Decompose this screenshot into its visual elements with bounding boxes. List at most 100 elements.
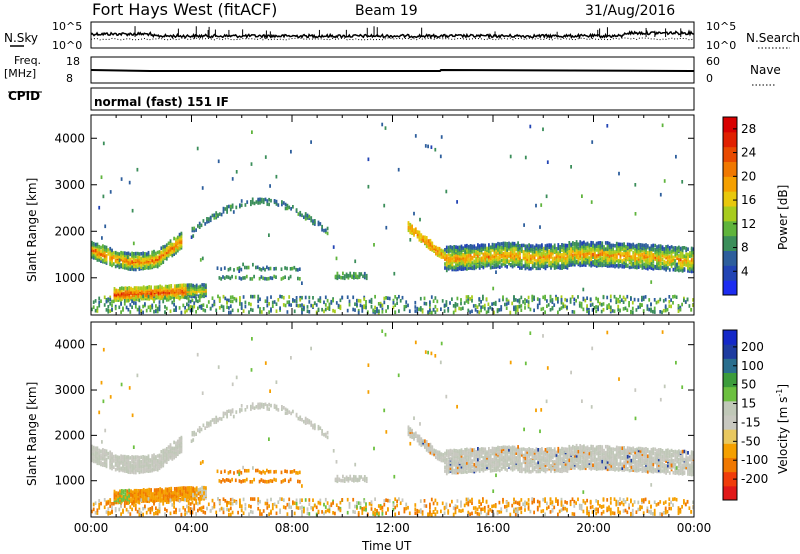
velocity-cell <box>176 451 179 456</box>
velocity-cell <box>120 498 123 503</box>
power-cell <box>513 259 516 263</box>
power-cell <box>158 300 161 304</box>
velocity-cell <box>190 490 193 494</box>
velocity-cell <box>449 448 452 453</box>
velocity-cell <box>111 455 113 460</box>
power-cell <box>491 245 494 249</box>
power-cell <box>250 202 252 207</box>
power-cell <box>160 246 163 250</box>
velocity-cell <box>216 469 219 474</box>
velocity-cell <box>519 465 521 470</box>
power-cell <box>189 308 192 313</box>
power-cell <box>480 256 483 261</box>
power-cell <box>519 251 521 255</box>
velocity-cell <box>445 449 448 453</box>
velocity-cell <box>500 462 503 466</box>
power-cell <box>511 241 514 246</box>
power-cell <box>304 295 307 300</box>
power-cell <box>112 251 115 255</box>
velocity-cell <box>264 402 267 407</box>
power-cell <box>581 263 583 267</box>
power-cell <box>381 307 384 312</box>
power-cell <box>597 307 599 312</box>
power-cell <box>652 253 655 257</box>
velocity-cell <box>229 409 232 413</box>
power-cell <box>268 302 270 306</box>
power-cell <box>491 256 494 260</box>
power-cell <box>456 265 459 270</box>
power-cell <box>260 310 263 314</box>
power-cell <box>628 245 631 249</box>
power-cell <box>528 256 530 261</box>
power-cell <box>153 285 156 290</box>
velocity-cell <box>528 450 530 454</box>
power-cell <box>231 299 234 304</box>
power-cell <box>226 301 228 305</box>
power-cell <box>178 243 181 247</box>
power-cell <box>183 290 185 294</box>
power-cell <box>464 244 466 248</box>
power-cell <box>228 204 230 209</box>
power-cell <box>211 296 214 300</box>
power-cell <box>353 276 355 280</box>
power-cell <box>231 177 234 181</box>
power-cell <box>420 237 423 241</box>
velocity-cell <box>451 449 454 453</box>
power-cell <box>352 295 355 300</box>
velocity-cell <box>284 407 287 412</box>
power-cell <box>664 308 667 313</box>
velocity-cell <box>148 489 151 494</box>
power-cell <box>347 273 350 278</box>
velocity-cell <box>477 454 479 459</box>
velocity-cell <box>456 468 459 473</box>
power-cell <box>603 263 605 267</box>
velocity-cell <box>155 458 157 463</box>
power-cell <box>511 253 514 257</box>
velocity-cell <box>175 444 177 449</box>
power-cell <box>586 260 589 264</box>
velocity-cell <box>177 493 180 498</box>
power-cell <box>363 275 366 280</box>
power-cell <box>112 254 115 259</box>
power-cell <box>646 252 649 257</box>
velocity-cell <box>228 409 230 413</box>
power-cell <box>475 246 477 250</box>
power-cell <box>569 300 572 304</box>
velocity-cell <box>229 470 232 474</box>
velocity-cell <box>506 461 508 466</box>
power-cell <box>295 296 298 300</box>
power-cell <box>175 284 178 288</box>
power-cell <box>610 253 613 257</box>
power-cell <box>575 259 578 264</box>
power-cell <box>94 299 97 303</box>
power-cell <box>427 239 430 243</box>
velocity-cell <box>268 402 270 407</box>
power-cell <box>612 250 614 255</box>
power-cell <box>657 259 660 264</box>
velocity-cell <box>102 456 104 461</box>
power-cell <box>589 297 592 301</box>
power-cell <box>667 262 669 266</box>
power-cell <box>646 244 649 248</box>
power-cell <box>480 305 482 310</box>
power-cell <box>114 304 117 309</box>
power-cell <box>103 257 106 261</box>
power-cell <box>275 302 278 306</box>
power-cell <box>207 300 210 304</box>
velocity-cell <box>511 464 514 468</box>
velocity-cell <box>134 466 137 471</box>
velocity-cell <box>542 450 545 455</box>
power-cell <box>486 254 488 258</box>
power-cell <box>258 267 261 271</box>
power-cell <box>639 243 642 247</box>
power-cell <box>328 305 331 309</box>
power-cell <box>213 213 216 217</box>
power-cell <box>129 303 132 307</box>
velocity-cell <box>469 447 472 452</box>
velocity-cell <box>146 488 149 493</box>
power-cell <box>447 309 450 313</box>
power-cell <box>665 255 667 260</box>
power-cell <box>156 264 159 269</box>
power-cell <box>592 243 594 248</box>
velocity-cell <box>407 432 410 437</box>
